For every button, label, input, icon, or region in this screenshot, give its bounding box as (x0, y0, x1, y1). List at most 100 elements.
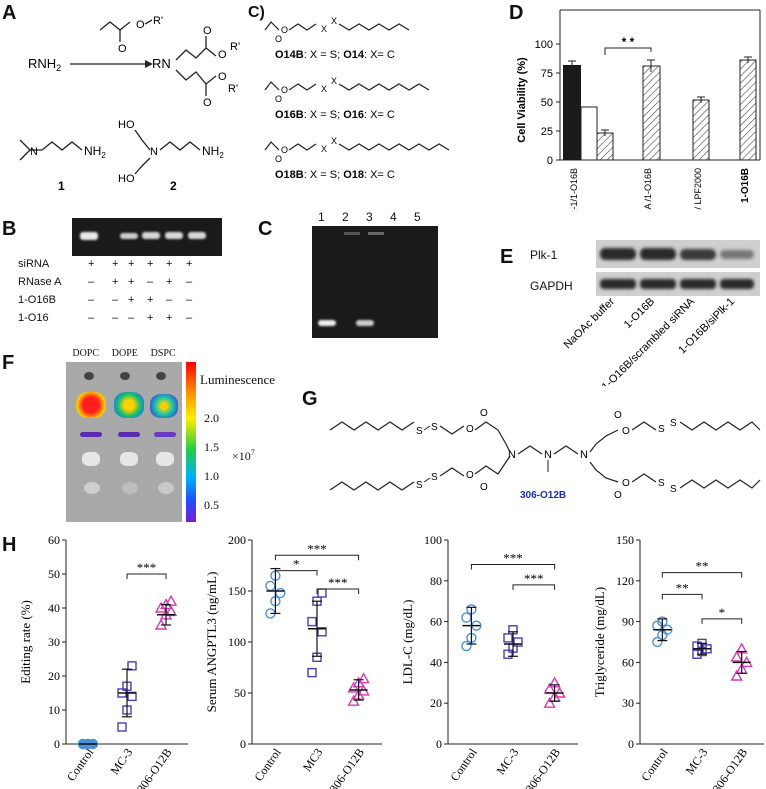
h-ytick: 150 (616, 533, 634, 547)
reactant-rnh2: RNH2 (28, 56, 61, 73)
amine-1-label: 1 (58, 179, 65, 193)
panel-letter-c: C (258, 218, 273, 240)
b-mark: + (112, 258, 119, 270)
h-plot-0: 0 10 20 30 40 50 60 Editing rate (%) Control MC-3… (18, 533, 188, 789)
panel-letter-f: F (2, 352, 15, 374)
h-dot (154, 601, 168, 613)
d-xlabel-1: siPlk-1/1-O16B (569, 168, 579, 210)
d-ytick: 50 (541, 97, 553, 109)
svg-text:S: S (416, 426, 423, 437)
svg-text:O: O (281, 145, 288, 155)
b-mark: – (112, 294, 119, 306)
h-ytick: 120 (616, 574, 634, 588)
b-mark: – (186, 294, 193, 306)
b-mark: + (147, 294, 154, 306)
c-lane-number: 1 (318, 210, 325, 224)
h-dot (317, 627, 327, 637)
b-mark: – (186, 276, 193, 288)
svg-text:N: N (150, 146, 158, 158)
h-dot (275, 587, 286, 599)
h-dot (513, 637, 523, 647)
svg-text:S: S (658, 424, 665, 435)
tail-x-label: X (321, 144, 327, 154)
h-ytick: 0 (436, 737, 442, 751)
d-xlabel-2: Scrambled siRNA /1-O16B (643, 168, 653, 210)
b-mark: – (186, 312, 193, 324)
svg-text:O: O (281, 85, 288, 95)
svg-text:NH2: NH2 (84, 144, 106, 160)
h-dot (692, 641, 702, 651)
h-ytick: 40 (48, 601, 60, 615)
svg-text:O: O (275, 154, 282, 164)
h-xlabel: 306-O12B (134, 746, 175, 789)
e-xlabel-2: 1-O16B (622, 296, 657, 331)
f-colorbar-tick: 0.5 (204, 498, 219, 512)
gel-c (312, 226, 438, 338)
b-row-label: siRNA (18, 258, 50, 270)
svg-text:O: O (203, 97, 212, 109)
h-dot (503, 633, 513, 643)
h-ytick: 10 (48, 703, 60, 717)
d-ytick: 25 (541, 126, 553, 138)
h-ytick: 0 (54, 737, 60, 751)
svg-text:O: O (218, 71, 227, 83)
h-dot (461, 640, 472, 652)
svg-text:S: S (658, 478, 665, 489)
d-sig-label: * * (622, 35, 635, 49)
h-dot (730, 650, 743, 662)
b-mark: – (88, 294, 95, 306)
svg-text:HO: HO (118, 119, 135, 131)
h-dot (461, 612, 472, 623)
f-scale: ×107 (232, 448, 255, 463)
svg-text:O: O (622, 478, 630, 489)
h-sig: ** (676, 580, 689, 595)
b-row-label: 1-O16 (18, 312, 49, 324)
b-mark: – (166, 294, 173, 306)
svg-text:O: O (480, 482, 488, 493)
h-sig: *** (307, 541, 327, 556)
h-ytick: 20 (430, 696, 442, 710)
h-plot-3: 0 30 60 90 120 150 Triglyceride (mg/dL) Control… (592, 533, 764, 789)
svg-text:N: N (544, 449, 552, 461)
h-ytick: 100 (228, 635, 246, 649)
acrylate-o2: O (136, 19, 145, 31)
panel-letter-d: D (509, 2, 524, 24)
d-bar-6 (739, 59, 757, 161)
panel-d-chart: Cell Viability (%) 0 25 50 75 100 * * siPlk-… (516, 9, 761, 210)
b-mark: + (166, 258, 173, 270)
h-dot (164, 594, 178, 606)
e-blot-gapdh (596, 272, 760, 296)
h-dot (117, 722, 127, 732)
e-row-gapdh: GAPDH (530, 279, 573, 293)
panel-a-scheme: O O R' RNH2 RN O O R' O O R' N NH2 1 HO … (19, 15, 240, 193)
f-column-label: DOPE (111, 348, 138, 359)
h-ylabel-1: Serum ANGPTL3 (ng/mL) (204, 572, 219, 713)
h-ytick: 30 (48, 635, 60, 649)
b-mark: – (88, 276, 95, 288)
f-colorbar-tick: 2.0 (204, 411, 219, 425)
panel-h-plots: 0 10 20 30 40 50 60 Editing rate (%) Control MC-3… (18, 533, 764, 789)
svg-text:N: N (30, 146, 38, 158)
h-dot (730, 669, 743, 681)
h-xlabel: Control (64, 745, 97, 784)
svg-text:S: S (416, 480, 423, 491)
h-dot (503, 649, 513, 659)
h-xlabel: MC-3 (683, 746, 711, 778)
d-bar-5 (692, 99, 710, 161)
h-ytick: 80 (430, 574, 442, 588)
b-mark: + (186, 258, 193, 270)
h-xlabel: MC-3 (108, 746, 136, 778)
h-xlabel: Control (638, 745, 671, 784)
d-xlabel-4: 1-O16B (740, 168, 751, 203)
h-dot (307, 616, 317, 627)
acrylate-rprime: R' (153, 15, 163, 27)
h-sig: ** (696, 559, 709, 574)
h-plot-2: 0 20 40 60 80 100 LDL-C (mg/dL) Control MC-3 306-… (400, 533, 578, 789)
svg-text:O: O (614, 490, 622, 501)
panel-letter-g: G (302, 388, 318, 410)
h-sig: * (293, 557, 300, 572)
h-ytick: 30 (622, 696, 634, 710)
h-sig: *** (137, 560, 157, 575)
d-bar-3 (596, 132, 614, 161)
